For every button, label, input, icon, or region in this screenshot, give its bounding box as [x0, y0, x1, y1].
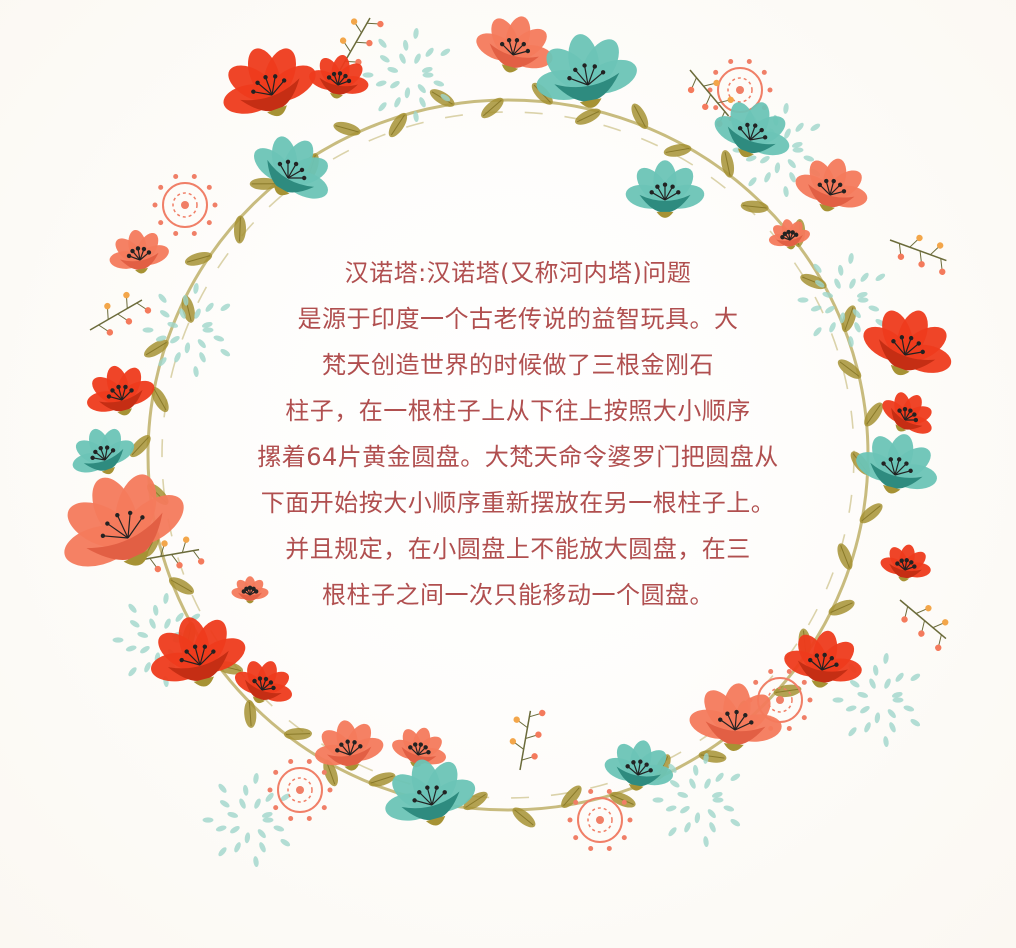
- red-flower-icon: [223, 48, 316, 117]
- text-line-6: 下面开始按大小顺序重新摆放在另一根柱子上。: [260, 489, 776, 517]
- leaf-icon: [575, 108, 601, 125]
- red-flower-icon: [882, 392, 932, 434]
- red-flower-icon: [151, 617, 246, 687]
- coral-flower-icon: [109, 229, 169, 274]
- leaf-icon: [773, 684, 802, 698]
- leaf-icon: [233, 215, 246, 244]
- leaf-icon: [249, 177, 278, 190]
- text-line-1: 汉诺塔:汉诺塔(又称河内塔)问题: [344, 259, 692, 287]
- leaf-icon: [720, 150, 735, 178]
- leaf-icon: [184, 251, 213, 266]
- coral-flower-icon: [795, 158, 868, 212]
- text-line-8: 根柱子之间一次只能移动一个圆盘。: [322, 581, 714, 609]
- leaf-icon: [388, 112, 408, 138]
- coral-flower-icon: [392, 727, 446, 768]
- berry-sprig-icon: [889, 234, 947, 275]
- leaf-icon: [512, 807, 536, 828]
- leaf-icon: [283, 727, 312, 741]
- dot-spray-icon: [832, 652, 921, 748]
- leaf-icon: [837, 543, 853, 570]
- leaf-icon: [151, 387, 169, 413]
- coral-flower-icon: [768, 219, 810, 250]
- text-line-2: 是源于印度一个古老传说的益智玩具。大: [297, 305, 739, 333]
- dot-spray-icon: [797, 252, 886, 348]
- text-line-7: 并且规定，在小圆盘上不能放大圆盘，在三: [285, 535, 751, 563]
- leaf-icon: [323, 759, 339, 787]
- hanoi-description-text: 汉诺塔:汉诺塔(又称河内塔)问题 是源于印度一个古老传说的益智玩具。大 梵天创造…: [198, 250, 838, 618]
- red-flower-icon: [880, 544, 931, 582]
- leaf-icon: [864, 402, 883, 427]
- dot-spray-icon: [142, 282, 231, 378]
- berry-sprig-icon: [139, 536, 205, 573]
- leaf-icon: [561, 785, 582, 809]
- coral-flower-icon: [64, 474, 184, 567]
- leaf-icon: [481, 97, 504, 119]
- leaf-icon: [144, 339, 169, 358]
- paisley-lace-icon: [267, 759, 333, 821]
- teal-flower-icon: [536, 34, 637, 108]
- leaf-icon: [631, 103, 649, 129]
- leaf-icon: [698, 750, 727, 763]
- leaf-icon: [740, 200, 769, 213]
- teal-flower-icon: [625, 160, 705, 218]
- red-flower-icon: [87, 365, 155, 416]
- leaf-icon: [859, 503, 883, 524]
- teal-flower-icon: [856, 434, 937, 494]
- leaf-icon: [828, 599, 855, 616]
- leaf-icon: [129, 435, 151, 458]
- red-flower-icon: [863, 310, 952, 376]
- berry-sprig-icon: [899, 599, 949, 651]
- coral-flower-icon: [314, 720, 384, 771]
- leaf-icon: [463, 791, 488, 811]
- teal-flower-icon: [254, 136, 328, 199]
- text-line-4: 柱子，在一根柱子上从下往上按照大小顺序: [285, 397, 751, 425]
- berry-sprig-icon: [509, 709, 546, 771]
- dot-spray-icon: [362, 27, 451, 123]
- teal-flower-icon: [385, 759, 476, 826]
- leaf-icon: [663, 144, 692, 157]
- teal-flower-icon: [72, 428, 135, 475]
- red-flower-icon: [309, 54, 369, 99]
- dot-spray-icon: [202, 772, 291, 868]
- leaf-icon: [168, 577, 195, 595]
- red-flower-icon: [234, 661, 293, 704]
- coral-flower-icon: [476, 16, 553, 73]
- leaf-icon: [841, 305, 857, 333]
- berry-sprig-icon: [89, 291, 152, 336]
- leaf-icon: [609, 791, 636, 808]
- leaf-icon: [368, 772, 396, 787]
- leaf-icon: [244, 699, 257, 728]
- leaf-icon: [837, 359, 862, 379]
- text-line-3: 梵天创造世界的时候做了三根金刚石: [322, 351, 714, 379]
- red-flower-icon: [784, 630, 862, 688]
- dot-spray-icon: [652, 752, 741, 848]
- leaf-icon: [333, 121, 361, 136]
- coral-flower-icon: [689, 683, 782, 751]
- coral-flower-icon: [231, 576, 269, 604]
- teal-flower-icon: [714, 102, 790, 158]
- teal-flower-icon: [604, 740, 674, 791]
- text-line-5: 摞着64片黄金圆盘。大梵天命令婆罗门把圆盘从: [257, 443, 779, 471]
- paisley-lace-icon: [152, 174, 218, 236]
- paisley-lace-icon: [567, 789, 633, 851]
